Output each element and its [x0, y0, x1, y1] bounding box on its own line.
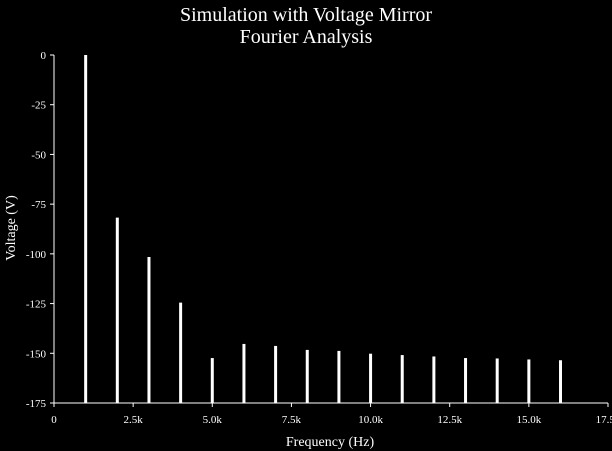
y-tick-label: -125 [26, 299, 47, 311]
y-tick-label: -175 [26, 398, 47, 410]
x-tick-label: 10.0k [358, 414, 383, 426]
x-axis-label: Frequency (Hz) [286, 435, 375, 450]
x-tick-label: 12.5k [437, 414, 462, 426]
x-tick-label: 2.5k [124, 414, 144, 426]
x-tick-label: 7.5k [282, 414, 302, 426]
x-tick-label: 15.0k [516, 414, 541, 426]
x-tick-label: 5.0k [203, 414, 223, 426]
y-tick-label: -100 [26, 249, 47, 261]
y-axis-label: Voltage (V) [4, 195, 19, 261]
y-tick-label: -50 [31, 149, 46, 161]
y-tick-label: -25 [31, 100, 46, 112]
y-tick-label: -75 [31, 199, 46, 211]
plot-area: 0 -25 -50 -75 -100 -125 -150 -175 0 2.5k 5.0k 7.5k 1… [26, 50, 612, 426]
y-tick-label: -150 [26, 348, 47, 360]
chart-subtitle: Fourier Analysis [240, 26, 373, 48]
chart-title: Simulation with Voltage Mirror [180, 4, 432, 26]
y-tick-label: 0 [41, 50, 47, 62]
x-tick-label: 0 [51, 414, 57, 426]
x-tick-label: 17.5k [596, 414, 612, 426]
